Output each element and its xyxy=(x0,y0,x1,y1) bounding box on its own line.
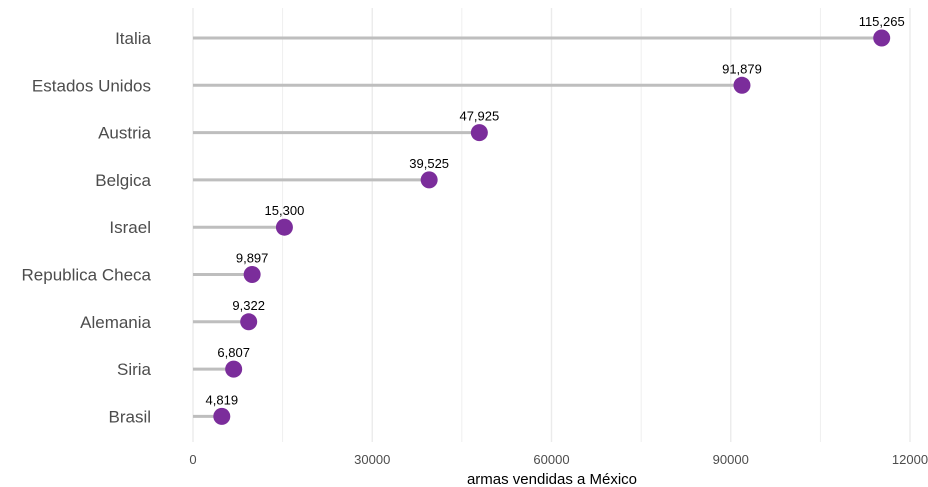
point-2 xyxy=(470,124,488,142)
value-label-7: 6,807 xyxy=(217,345,250,360)
value-label-1: 91,879 xyxy=(722,61,762,76)
value-label-2: 47,925 xyxy=(459,109,499,124)
lollipop-points xyxy=(213,29,891,425)
value-label-4: 15,300 xyxy=(265,203,305,218)
x-axis-title: armas vendidas a México xyxy=(467,471,637,487)
category-label-3: Belgica xyxy=(95,171,151,190)
point-5 xyxy=(243,266,261,283)
value-label-3: 39,525 xyxy=(409,156,449,171)
category-label-5: Republica Checa xyxy=(22,266,152,285)
grid-lines xyxy=(192,8,911,442)
category-label-4: Israel xyxy=(109,218,151,237)
lollipop-stems xyxy=(193,36,882,418)
x-tick-label: 90000 xyxy=(713,452,749,467)
category-label-0: Italia xyxy=(115,29,151,48)
x-tick-label: 30000 xyxy=(354,452,390,467)
point-7 xyxy=(225,360,243,378)
category-label-7: Siria xyxy=(117,360,152,379)
value-label-6: 9,322 xyxy=(232,298,265,313)
value-label-8: 4,819 xyxy=(206,392,239,407)
x-tick-labels: 0 30000 60000 90000 12000 xyxy=(189,452,928,467)
category-labels: Italia Estados Unidos Austria Belgica Israel… xyxy=(22,29,152,426)
category-label-1: Estados Unidos xyxy=(32,76,151,95)
category-label-2: Austria xyxy=(98,124,151,143)
x-tick-label: 0 xyxy=(189,452,196,467)
value-labels: 115,265 91,879 47,925 39,525 15,300 9,897 9,32… xyxy=(206,14,905,407)
point-1 xyxy=(733,76,751,94)
point-4 xyxy=(275,218,293,236)
point-8 xyxy=(213,407,231,425)
x-tick-label: 12000 xyxy=(892,452,928,467)
value-label-0: 115,265 xyxy=(859,14,905,29)
category-label-6: Alemania xyxy=(80,313,151,332)
point-0 xyxy=(873,29,891,47)
value-label-5: 9,897 xyxy=(236,251,269,266)
point-6 xyxy=(240,313,258,331)
point-3 xyxy=(420,171,438,189)
category-label-8: Brasil xyxy=(108,407,151,426)
x-tick-label: 60000 xyxy=(533,452,569,467)
